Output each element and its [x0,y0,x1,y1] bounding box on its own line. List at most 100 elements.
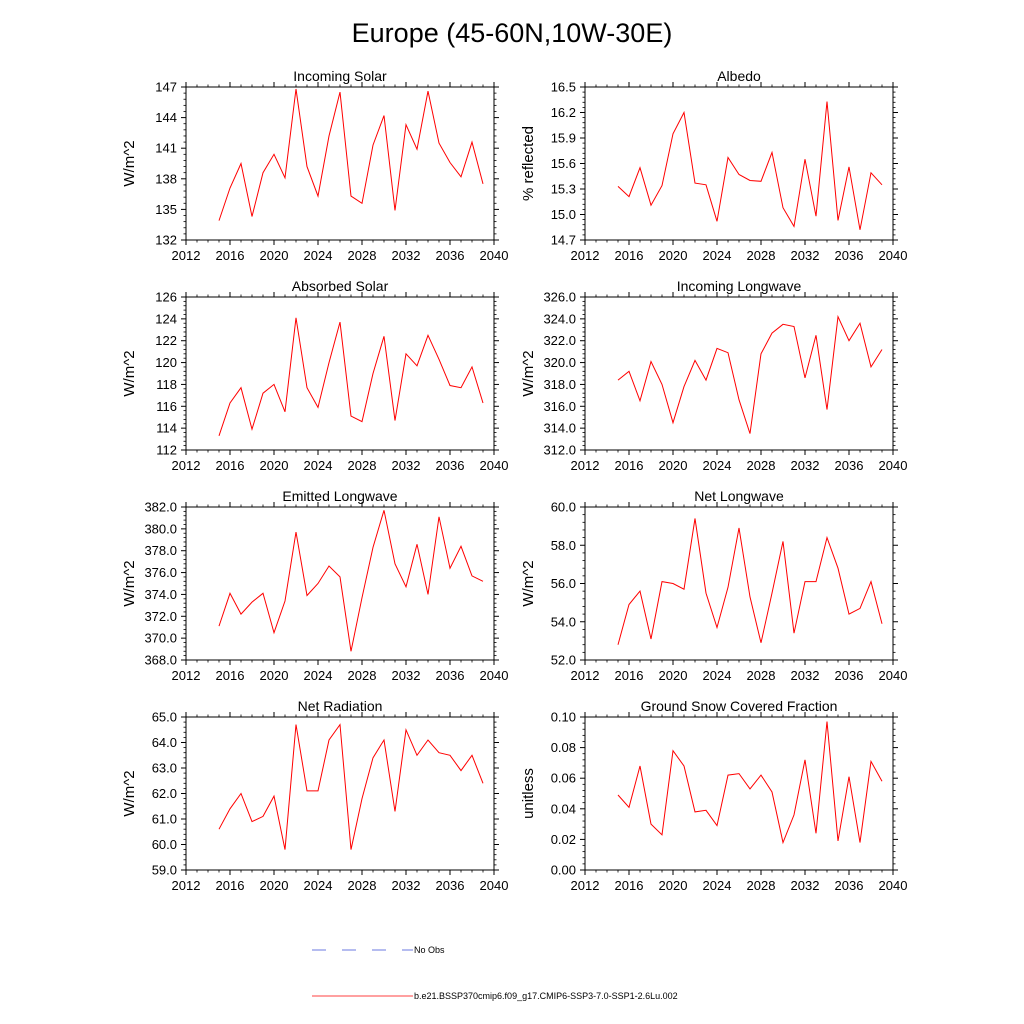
x-tick-label: 2040 [879,458,908,473]
y-tick-label: 54.0 [551,614,576,629]
x-tick-label: 2024 [304,668,333,683]
y-tick-label: 65.0 [152,710,177,725]
chart-panel: Emitted Longwave W/m^2 2012 2016 2020 2024 202… [121,488,508,683]
x-tick-label: 2016 [216,668,245,683]
x-tick-label: 2036 [436,458,465,473]
x-tick-label: 2040 [879,248,908,263]
x-tick-label: 2024 [703,878,732,893]
x-tick-label: 2012 [571,668,600,683]
y-tick-label: 382.0 [144,500,177,515]
series-line [218,723,484,850]
series-line [617,314,883,434]
y-tick-label: 59.0 [152,863,177,878]
x-tick-label: 2016 [615,458,644,473]
y-tick-label: 326.0 [543,290,576,305]
x-tick-label: 2032 [791,248,820,263]
series-line [617,101,883,230]
y-axis-label: W/m^2 [121,140,138,186]
x-tick-label: 2012 [172,668,201,683]
y-tick-label: 116 [156,399,177,414]
y-tick-label: 322.0 [543,333,576,348]
x-tick-label: 2012 [172,458,201,473]
y-tick-label: 15.6 [551,156,576,171]
y-tick-label: 126 [155,290,177,305]
y-tick-label: 60.0 [551,500,576,515]
x-tick-label: 2036 [835,878,864,893]
x-tick-label: 2032 [791,878,820,893]
y-tick-label: 14.7 [551,233,576,248]
x-tick-label: 2020 [659,248,688,263]
y-tick-label: 52.0 [551,653,576,668]
x-tick-label: 2016 [615,668,644,683]
y-tick-label: 64.0 [152,735,177,750]
y-tick-label: 376.0 [144,565,177,580]
x-tick-label: 2024 [703,458,732,473]
y-axis-label: W/m^2 [121,350,138,396]
plot-frame [584,716,894,871]
x-tick-label: 2032 [392,248,421,263]
x-tick-label: 2028 [348,878,377,893]
y-tick-label: 60.0 [152,837,177,852]
y-tick-label: 15.3 [551,182,576,197]
panel-title: Ground Snow Covered Fraction [641,698,838,714]
x-tick-label: 2036 [436,878,465,893]
x-tick-label: 2024 [304,878,333,893]
x-tick-label: 2028 [348,248,377,263]
series-line [218,317,484,436]
legend-obs-label: No Obs [414,945,445,955]
x-tick-label: 2032 [392,458,421,473]
chart-panel: Ground Snow Covered Fraction unitless 2012… [520,698,907,893]
x-tick-label: 2016 [615,248,644,263]
y-tick-label: 378.0 [144,543,177,558]
x-tick-label: 2028 [348,458,377,473]
x-tick-label: 2032 [392,668,421,683]
y-tick-label: 132 [155,233,177,248]
x-tick-label: 2028 [348,668,377,683]
x-tick-label: 2020 [659,458,688,473]
y-tick-label: 118 [156,377,177,392]
y-tick-label: 15.0 [551,207,576,222]
legend: No Obs b.e21.BSSP370cmip6.f09_g17.CMIP6-… [312,945,678,1001]
chart-panel: Net Longwave W/m^2 2012 2016 2020 2024 2028 203… [520,488,907,683]
x-tick-label: 2024 [304,248,333,263]
y-tick-label: 62.0 [152,786,177,801]
y-axis-label: W/m^2 [121,770,138,816]
x-tick-label: 2040 [480,248,509,263]
x-tick-label: 2036 [835,458,864,473]
series-line [218,510,484,652]
panel-title: Incoming Solar [293,68,387,84]
panel-title: Net Longwave [694,488,784,504]
y-tick-label: 0.04 [551,801,576,816]
x-tick-label: 2024 [703,248,732,263]
y-tick-label: 16.5 [551,80,576,95]
chart-panel: Absorbed Solar W/m^2 2012 2016 2020 2024 2028 2… [121,278,508,473]
y-tick-label: 114 [156,421,177,436]
y-tick-label: 324.0 [543,311,576,326]
y-tick-label: 56.0 [551,576,576,591]
figure-title: Europe (45-60N,10W-30E) [352,18,673,48]
chart-panel: Incoming Solar W/m^2 2012 2016 2020 2024 2028 2… [121,68,508,263]
y-tick-label: 0.08 [551,740,576,755]
y-tick-label: 63.0 [152,761,177,776]
y-tick-label: 368.0 [144,653,177,668]
y-tick-label: 0.10 [551,710,576,725]
x-tick-label: 2012 [571,878,600,893]
x-tick-label: 2036 [835,668,864,683]
y-tick-label: 370.0 [144,631,177,646]
x-tick-label: 2036 [835,248,864,263]
x-tick-label: 2040 [480,668,509,683]
y-tick-label: 312.0 [543,443,576,458]
y-tick-label: 16.2 [551,105,576,120]
panel-title: Albedo [717,68,761,84]
x-tick-label: 2024 [703,668,732,683]
y-tick-label: 58.0 [551,538,576,553]
y-tick-label: 112 [156,443,177,458]
y-tick-label: 124 [155,311,177,326]
y-tick-label: 0.06 [551,771,576,786]
plot-frame [185,506,495,661]
y-tick-label: 120 [155,355,177,370]
y-tick-label: 122 [155,333,177,348]
y-axis-label: W/m^2 [520,560,537,606]
chart-panel: Albedo % reflected 2012 2016 2020 2024 2028 203… [520,68,907,263]
y-tick-label: 318.0 [543,377,576,392]
